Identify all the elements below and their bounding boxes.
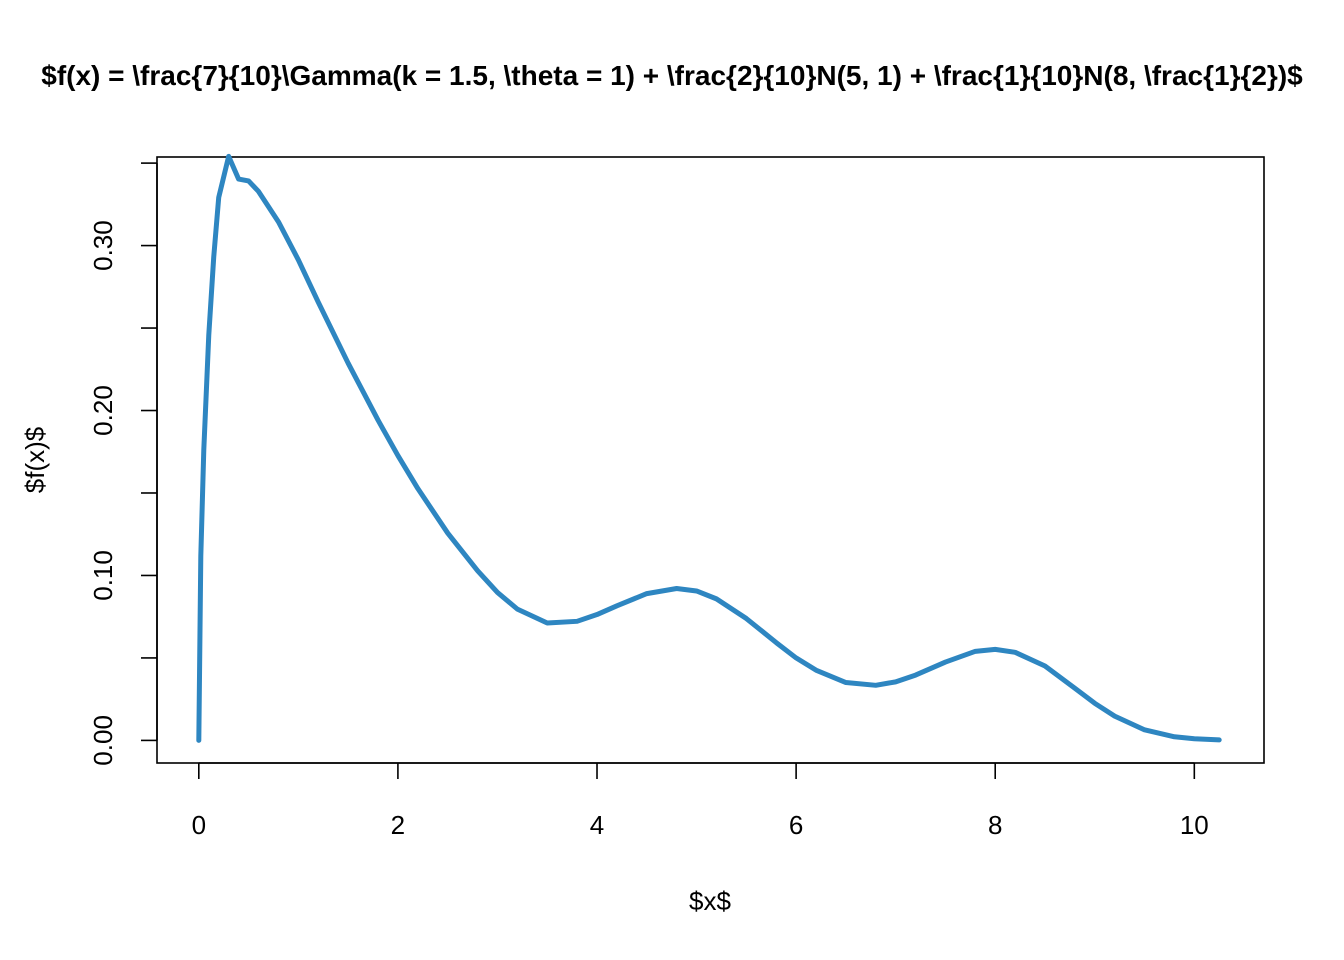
y-axis-label: $f(x)$ [20,426,50,493]
x-tick-label: 10 [1180,810,1209,840]
series-layer [196,153,1222,743]
x-tick-label: 0 [192,810,206,840]
x-tick-label: 4 [590,810,604,840]
density-curve [196,153,1222,743]
x-tick-label: 2 [391,810,405,840]
chart-title: $f(x) = \frac{7}{10}\Gamma(k = 1.5, \the… [41,60,1303,91]
y-axis: 0.00 0.10 0.20 0.30 [88,162,158,766]
plot-frame [156,156,1265,764]
x-tick-label: 8 [988,810,1002,840]
y-tick-label: 0.00 [88,715,118,766]
x-axis: 0 2 4 6 8 10 [192,762,1209,840]
x-tick-label: 6 [789,810,803,840]
y-tick-label: 0.10 [88,550,118,601]
y-tick-label: 0.30 [88,220,118,271]
x-axis-label: $x$ [689,886,731,916]
y-tick-label: 0.20 [88,385,118,436]
